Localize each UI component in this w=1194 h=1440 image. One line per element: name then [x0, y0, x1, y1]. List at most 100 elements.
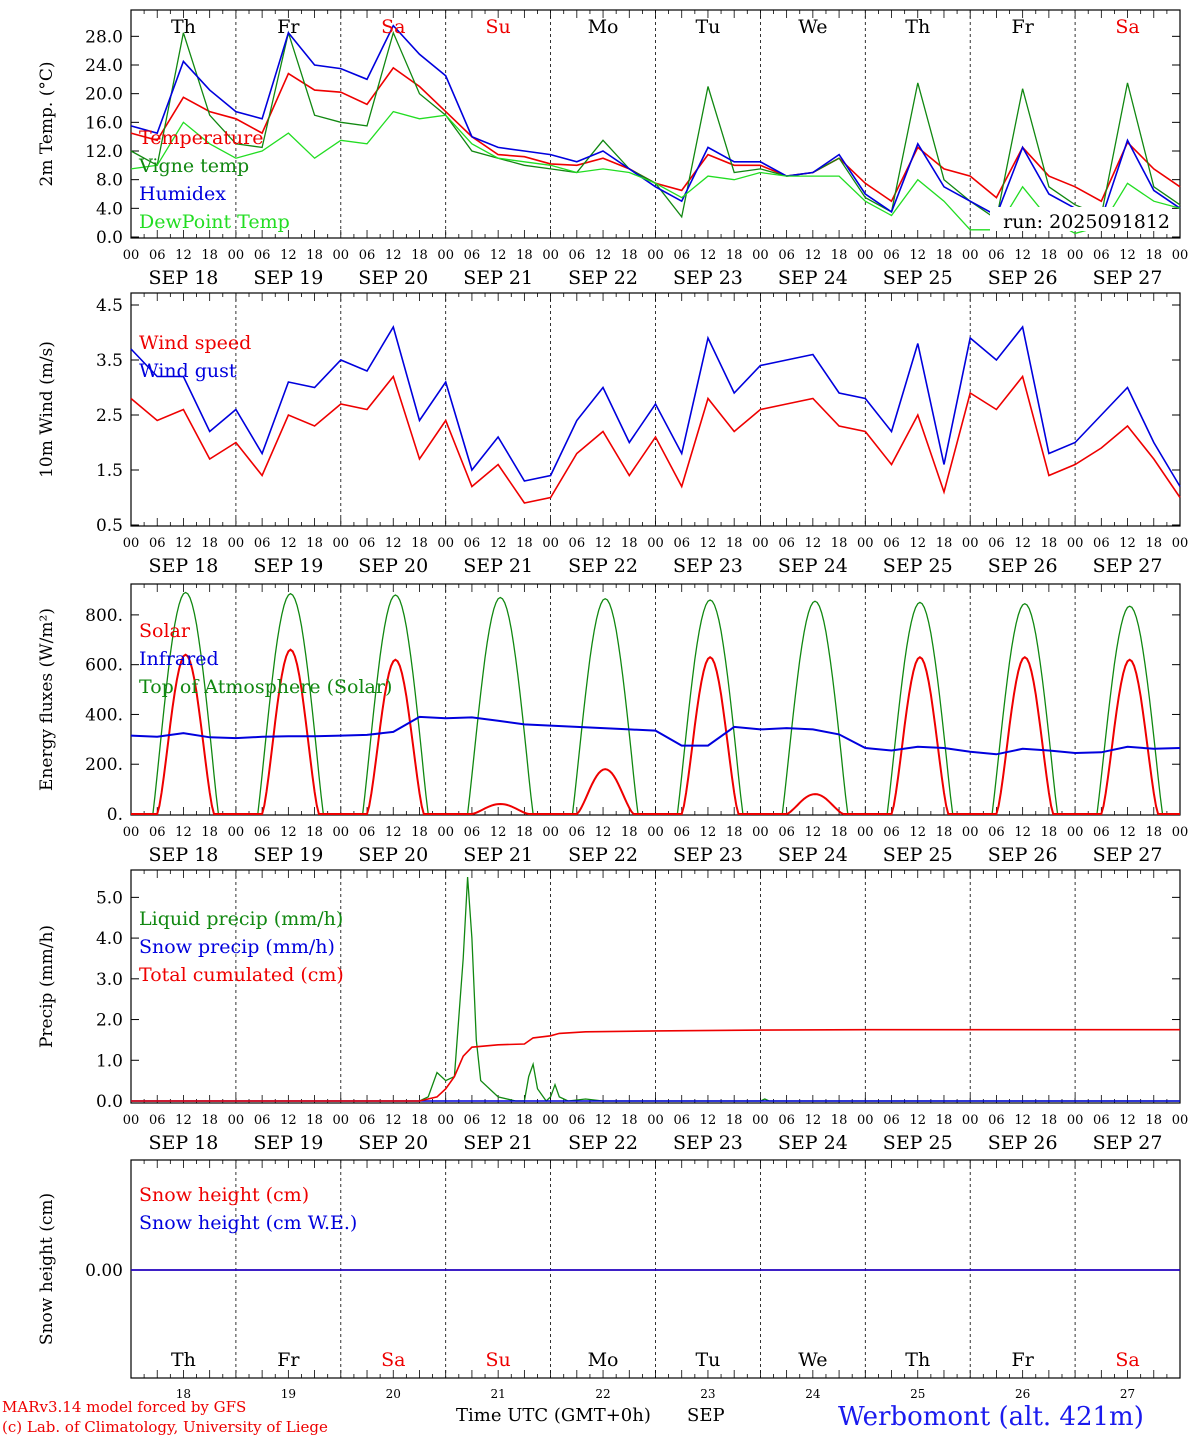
hour-label: 06	[359, 1113, 376, 1128]
hour-label: 18	[936, 825, 953, 840]
hour-label: 06	[569, 248, 586, 263]
y-axis-label: 2m Temp. (°C)	[37, 61, 57, 186]
hour-label: 18	[1146, 825, 1163, 840]
hour-label: 12	[490, 825, 507, 840]
day-name: Tu	[695, 1349, 720, 1371]
day-name: Th	[171, 1349, 196, 1371]
hour-label: 06	[778, 1113, 795, 1128]
y-axis-label: Snow height (cm)	[37, 1193, 57, 1345]
hour-label: 18	[201, 536, 218, 551]
hour-label: 12	[909, 536, 926, 551]
y-axis-label: Energy fluxes (W/m²)	[37, 608, 57, 791]
hour-label: 00	[1067, 248, 1084, 263]
hour-label: 18	[516, 248, 533, 263]
y-tick-label: 5.0	[96, 888, 123, 908]
hour-label: 18	[936, 536, 953, 551]
hour-label: 18	[1146, 1113, 1163, 1128]
y-tick-label: 1.5	[96, 461, 123, 481]
hour-label: 00	[333, 1113, 350, 1128]
hour-label: 18	[201, 1113, 218, 1128]
day-name: Fr	[1012, 16, 1035, 38]
hour-label: 18	[1041, 248, 1058, 263]
hour-label: 06	[988, 536, 1005, 551]
hour-label: 00	[647, 536, 664, 551]
date-label: SEP 19	[253, 267, 323, 289]
date-label: SEP 19	[253, 1132, 323, 1154]
y-tick-label: 12.0	[85, 142, 123, 162]
run-label: run: 2025091812	[1003, 211, 1170, 233]
date-label: SEP 18	[149, 1132, 219, 1154]
hour-label: 18	[201, 825, 218, 840]
hour-label: 12	[805, 825, 822, 840]
hour-label: 18	[411, 825, 428, 840]
date-label: SEP 20	[358, 555, 428, 577]
day-name: Sa	[1115, 16, 1139, 38]
hour-label: 12	[909, 248, 926, 263]
series-temperature	[130, 66, 1181, 203]
hour-label: 18	[411, 248, 428, 263]
panel-3	[130, 583, 1181, 816]
hour-label: 00	[542, 248, 559, 263]
hour-label: 12	[280, 1113, 297, 1128]
date-label: SEP 21	[463, 844, 533, 866]
hour-label: 00	[437, 248, 454, 263]
x-axis-label: Time UTC (GMT+0h)	[456, 1405, 651, 1426]
date-label: SEP 24	[778, 844, 848, 866]
date-label: SEP 23	[673, 1132, 743, 1154]
hour-label: 00	[333, 825, 350, 840]
date-label: SEP 22	[568, 267, 638, 289]
day-number: 27	[1120, 1387, 1135, 1401]
hour-label: 12	[700, 248, 717, 263]
hour-label: 18	[411, 536, 428, 551]
hour-label: 18	[831, 248, 848, 263]
y-tick-label: 0.00	[85, 1261, 123, 1281]
day-name: Th	[905, 16, 930, 38]
hour-label: 06	[988, 1113, 1005, 1128]
hour-label: 18	[831, 1113, 848, 1128]
hour-label: 12	[175, 536, 192, 551]
day-name: Th	[171, 16, 196, 38]
hour-label: 00	[857, 248, 874, 263]
lab-credit: (c) Lab. of Climatology, University of L…	[2, 1418, 328, 1436]
hour-label: 00	[542, 536, 559, 551]
hour-label: 18	[411, 1113, 428, 1128]
y-tick-label: 800.	[85, 606, 123, 626]
y-tick-label: 16.0	[85, 113, 123, 133]
panel-5	[130, 1159, 1181, 1379]
hour-label: 06	[254, 248, 271, 263]
date-label: SEP 24	[778, 555, 848, 577]
station-label: Werbomont (alt. 421m)	[838, 1402, 1144, 1432]
y-tick-label: 200.	[85, 755, 123, 775]
day-number: 26	[1015, 1387, 1030, 1401]
hour-label: 12	[1119, 1113, 1136, 1128]
date-label: SEP 25	[883, 267, 953, 289]
date-label: SEP 18	[149, 844, 219, 866]
hour-label: 00	[333, 248, 350, 263]
legend-entry: Snow precip (mm/h)	[139, 936, 335, 958]
hour-label: 00	[228, 825, 245, 840]
y-axis-label: Precip (mm/h)	[37, 925, 57, 1048]
y-tick-label: 4.0	[96, 929, 123, 949]
hour-label: 00	[962, 1113, 979, 1128]
panel-2	[130, 292, 1181, 527]
hour-label: 00	[228, 1113, 245, 1128]
hour-label: 00	[542, 1113, 559, 1128]
date-label: SEP 25	[883, 555, 953, 577]
legend-entry: Snow height (cm)	[139, 1184, 309, 1206]
hour-label: 12	[805, 248, 822, 263]
day-number: 18	[176, 1387, 191, 1401]
hour-label: 06	[149, 248, 166, 263]
model-credit: MARv3.14 model forced by GFS	[2, 1398, 247, 1416]
hour-label: 00	[647, 1113, 664, 1128]
hour-label: 18	[1041, 536, 1058, 551]
hour-label: 18	[621, 825, 638, 840]
hour-label: 06	[988, 825, 1005, 840]
hour-label: 12	[909, 1113, 926, 1128]
day-number: 25	[910, 1387, 925, 1401]
hour-label: 18	[726, 248, 743, 263]
hour-label: 06	[254, 536, 271, 551]
y-tick-label: 0.5	[96, 516, 123, 536]
hour-label: 18	[201, 248, 218, 263]
hour-label: 00	[1067, 536, 1084, 551]
hour-label: 18	[621, 1113, 638, 1128]
